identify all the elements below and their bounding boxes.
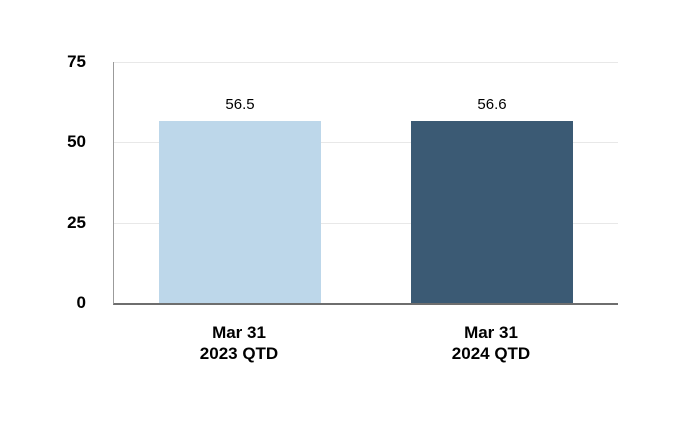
bar-2 [411,121,573,303]
bar-value-label: 56.5 [225,96,255,114]
x-category-label-line: Mar 31 [464,323,518,342]
y-tick-label: 0 [76,293,86,312]
gridline-y25 [114,222,618,224]
x-category-label: Mar 31 2024 QTD [381,322,601,364]
y-tick-label: 25 [67,212,86,232]
x-category-label-line: Mar 31 [212,323,266,342]
gridline-y75 [114,62,618,63]
y-tick-label: 75 [67,52,86,71]
bar-1 [159,121,321,303]
bar-value-label: 56.6 [477,96,507,114]
plot-area: 56.5 56.6 [113,62,618,305]
x-category-label: Mar 31 2023 QTD [129,322,349,364]
y-tick-label: 50 [67,132,86,152]
x-category-label-line: 2024 QTD [451,344,531,363]
gridline-y50 [114,142,618,144]
x-category-label-line: 2023 QTD [199,344,279,363]
